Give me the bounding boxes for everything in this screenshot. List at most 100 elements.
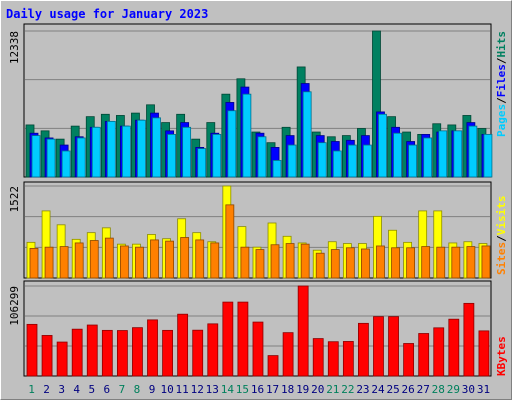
bar-pages (182, 126, 192, 178)
bar-pages (332, 150, 342, 178)
bar-sites (165, 240, 174, 279)
bar-sites (255, 249, 265, 279)
bar-kbytes (327, 341, 339, 377)
x-tick-label: 25 (386, 383, 399, 396)
bar-pages (197, 148, 207, 178)
bar-sites (89, 240, 99, 279)
bar-pages (272, 160, 282, 178)
bar-kbytes (463, 302, 475, 377)
bar-kbytes (192, 329, 204, 377)
legend-item: Hits (495, 31, 508, 58)
panel-kbytes: 106299 KBytes (8, 280, 508, 377)
bar-sites (330, 249, 340, 279)
x-tick-label: 17 (266, 383, 279, 396)
bar-sites (180, 237, 190, 279)
x-tick-label: 11 (176, 383, 189, 396)
x-tick-label: 31 (477, 383, 490, 396)
x-tick-label: 4 (73, 383, 80, 396)
bar-kbytes (358, 322, 369, 377)
bar-sites (210, 242, 220, 279)
x-tick-label: 19 (296, 383, 309, 396)
bar-kbytes (207, 323, 219, 377)
bar-kbytes (86, 324, 98, 377)
x-tick-label: 15 (236, 383, 249, 396)
bar-sites (345, 247, 355, 279)
x-tick-label: 5 (88, 383, 95, 396)
bar-pages (152, 117, 161, 178)
bar-pages (438, 130, 448, 178)
bar-pages (302, 91, 312, 178)
legend-item: Files (495, 64, 508, 97)
bar-kbytes (132, 327, 143, 377)
x-tick-label: 18 (281, 383, 294, 396)
bar-pages (76, 137, 86, 178)
x-tick-label: 3 (58, 383, 65, 396)
bar-kbytes (41, 335, 53, 377)
legend: Sites/Visits (495, 196, 508, 276)
bar-kbytes (56, 341, 68, 377)
bar-pages (423, 137, 433, 178)
bar-kbytes (297, 285, 309, 377)
bar-kbytes (162, 329, 173, 377)
bar-kbytes (433, 327, 445, 377)
bar-sites (195, 239, 205, 279)
bar-sites (481, 245, 491, 279)
x-axis-labels: 1 2 3 4 5 6 7 8 9 10 11 12 13 14 15 16 17 18 19 20 21 22 23 24 2… (28, 383, 490, 396)
bar-sites (104, 237, 114, 279)
bar-pages (212, 133, 222, 178)
x-tick-label: 22 (341, 383, 354, 396)
bar-sites (270, 244, 280, 279)
x-tick-label: 14 (221, 383, 235, 396)
x-tick-label: 26 (402, 383, 415, 396)
bar-sites (361, 248, 370, 279)
bar-kbytes (101, 329, 113, 377)
bar-sites (436, 246, 446, 279)
bar-sites (376, 245, 385, 279)
x-tick-label: 28 (432, 383, 445, 396)
x-tick-label: 20 (311, 383, 324, 396)
bar-kbytes (71, 328, 83, 377)
bar-pages (31, 135, 41, 178)
bar-kbytes (177, 313, 189, 377)
bar-sites (240, 246, 250, 279)
y-axis-max-label: 106299 (8, 286, 21, 326)
bar-kbytes (342, 341, 354, 377)
bar-sites (225, 204, 235, 279)
bar-kbytes (222, 301, 234, 377)
bar-sites (300, 243, 310, 279)
x-tick-label: 24 (371, 383, 385, 396)
x-tick-label: 29 (447, 383, 460, 396)
x-tick-label: 2 (43, 383, 50, 396)
bar-pages (242, 93, 252, 178)
bar-pages (227, 110, 237, 178)
bar-kbytes (388, 316, 399, 377)
legend-item: / (495, 97, 508, 104)
x-tick-label: 23 (356, 383, 369, 396)
bar-pages (61, 150, 71, 178)
bar-sites (44, 246, 54, 279)
x-tick-label: 8 (134, 383, 141, 396)
chart-title: Daily usage for January 2023 (6, 7, 209, 21)
bar-kbytes (478, 330, 490, 377)
legend: KBytes (495, 336, 508, 376)
bar-pages (317, 142, 327, 178)
y-axis-max-label: 12338 (8, 31, 21, 64)
x-tick-label: 10 (160, 383, 173, 396)
bar-pages (453, 130, 463, 178)
bar-kbytes (448, 318, 460, 377)
x-tick-label: 16 (251, 383, 264, 396)
bar-pages (408, 144, 418, 178)
bar-sites (29, 247, 39, 279)
y-axis-max-label: 1522 (8, 186, 21, 213)
bar-kbytes (282, 332, 294, 377)
x-tick-label: 27 (417, 383, 430, 396)
bar-sites (285, 243, 295, 279)
bar-sites (59, 246, 69, 279)
bar-sites (466, 246, 476, 279)
legend-item: / (495, 235, 508, 242)
bar-pages (483, 133, 493, 178)
bar-kbytes (373, 316, 384, 377)
bar-kbytes (267, 355, 279, 377)
